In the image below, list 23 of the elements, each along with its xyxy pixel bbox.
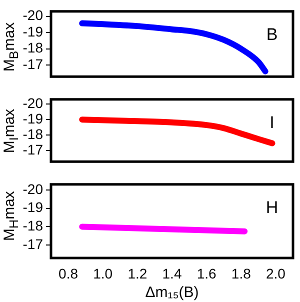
x-tick-label: 1.8 xyxy=(231,265,252,282)
x-tick-label: 1.0 xyxy=(93,265,113,282)
y-tick-label: -18 xyxy=(22,126,44,142)
annotation: I xyxy=(270,113,274,132)
y-tick-label: -19 xyxy=(22,23,44,40)
y-tick-label: -18 xyxy=(22,218,44,234)
x-tick-label: 1.2 xyxy=(128,265,148,282)
y-tick-label: -17 xyxy=(22,56,44,72)
x-tick-label: 0.8 xyxy=(58,265,78,282)
annotation: H xyxy=(266,198,278,218)
y-tick-label: -20 xyxy=(22,94,44,111)
y-tick-label: -19 xyxy=(22,110,44,126)
annotation: B xyxy=(266,25,278,44)
x-tick-label: 1.4 xyxy=(162,265,182,282)
y-tick-label: -20 xyxy=(22,7,44,24)
x-axis-title: Δm₁₅(B) xyxy=(145,284,199,302)
y-tick-label: -18 xyxy=(22,40,44,56)
x-tick-label: 2.0 xyxy=(266,265,286,282)
y-tick-label: -17 xyxy=(22,236,44,252)
x-tick-label: 1.6 xyxy=(196,265,217,282)
y-tick-label: -19 xyxy=(22,199,44,216)
y-tick-label: -17 xyxy=(22,142,44,158)
y-tick-label: -20 xyxy=(22,180,44,197)
